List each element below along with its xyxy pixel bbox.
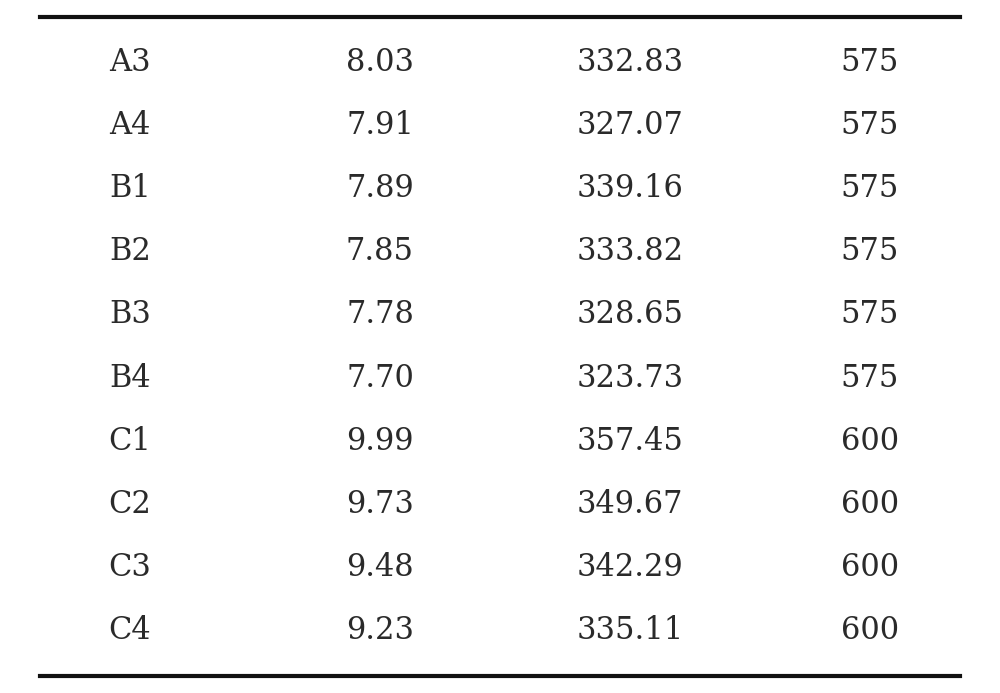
- Text: 339.16: 339.16: [577, 173, 683, 204]
- Text: 328.65: 328.65: [576, 299, 684, 331]
- Text: 9.99: 9.99: [346, 426, 414, 457]
- Text: 600: 600: [841, 426, 899, 457]
- Text: 8.03: 8.03: [346, 47, 414, 78]
- Text: 357.45: 357.45: [577, 426, 683, 457]
- Text: 575: 575: [841, 236, 899, 267]
- Text: 323.73: 323.73: [576, 362, 684, 394]
- Text: 349.67: 349.67: [577, 489, 683, 520]
- Text: B1: B1: [109, 173, 151, 204]
- Text: 7.85: 7.85: [346, 236, 414, 267]
- Text: C4: C4: [109, 615, 151, 646]
- Text: 332.83: 332.83: [576, 47, 684, 78]
- Text: 7.78: 7.78: [346, 299, 414, 331]
- Text: 9.48: 9.48: [346, 552, 414, 583]
- Text: 327.07: 327.07: [577, 110, 683, 141]
- Text: 575: 575: [841, 299, 899, 331]
- Text: 575: 575: [841, 362, 899, 394]
- Text: 575: 575: [841, 173, 899, 204]
- Text: 600: 600: [841, 615, 899, 646]
- Text: 333.82: 333.82: [576, 236, 684, 267]
- Text: 9.73: 9.73: [346, 489, 414, 520]
- Text: A3: A3: [109, 47, 151, 78]
- Text: 7.70: 7.70: [346, 362, 414, 394]
- Text: C2: C2: [109, 489, 151, 520]
- Text: 575: 575: [841, 47, 899, 78]
- Text: 9.23: 9.23: [346, 615, 414, 646]
- Text: 335.11: 335.11: [576, 615, 684, 646]
- Text: 342.29: 342.29: [577, 552, 683, 583]
- Text: 7.89: 7.89: [346, 173, 414, 204]
- Text: A4: A4: [109, 110, 151, 141]
- Text: 600: 600: [841, 489, 899, 520]
- Text: C1: C1: [109, 426, 151, 457]
- Text: 600: 600: [841, 552, 899, 583]
- Text: B2: B2: [109, 236, 151, 267]
- Text: B3: B3: [109, 299, 151, 331]
- Text: B4: B4: [109, 362, 151, 394]
- Text: 575: 575: [841, 110, 899, 141]
- Text: 7.91: 7.91: [346, 110, 414, 141]
- Text: C3: C3: [109, 552, 151, 583]
